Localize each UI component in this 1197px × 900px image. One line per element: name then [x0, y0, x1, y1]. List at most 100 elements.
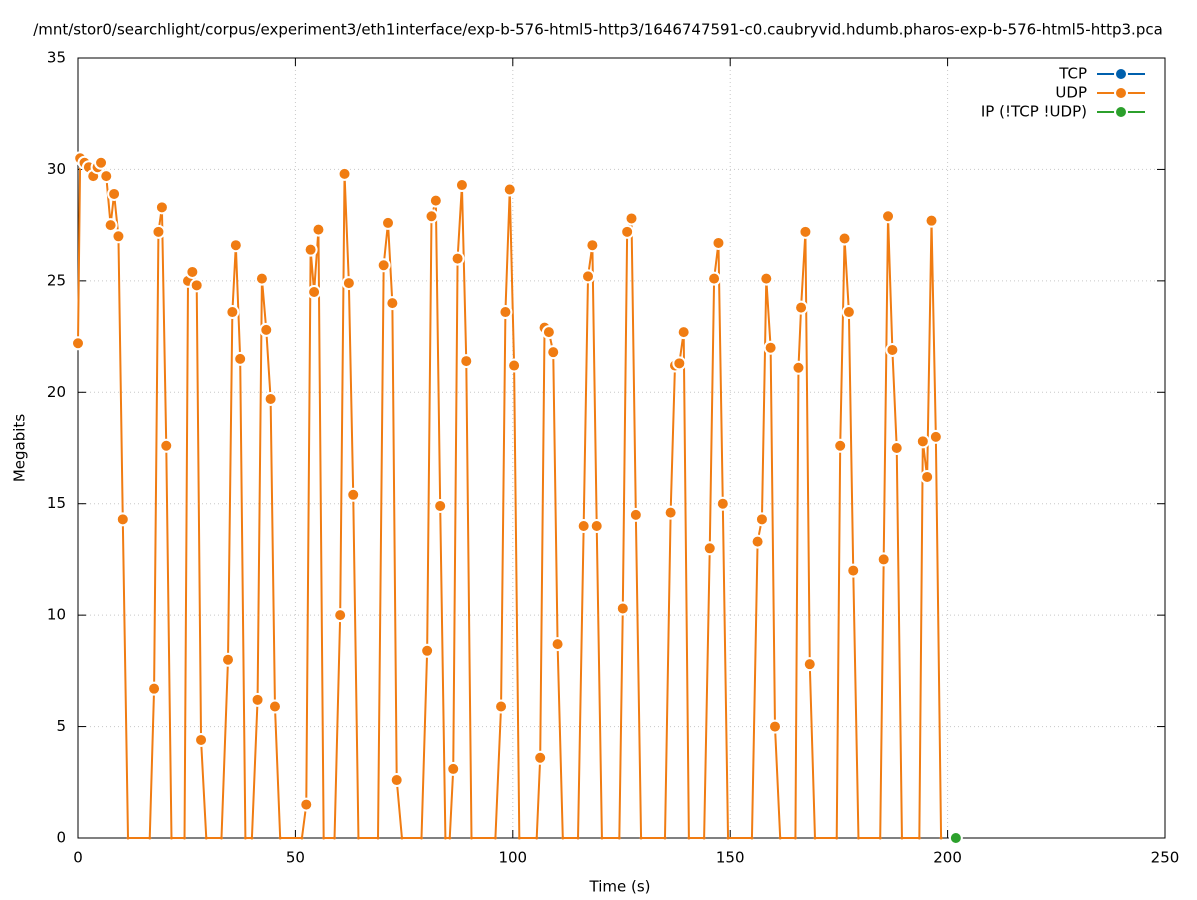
- y-axis-label: Megabits: [11, 414, 29, 482]
- data-point: [448, 836, 452, 840]
- data-point: [459, 354, 474, 369]
- data-point: [381, 215, 396, 230]
- data-point: [754, 512, 769, 527]
- data-point: [307, 285, 322, 299]
- data-point: [878, 836, 882, 840]
- data-point: [254, 271, 269, 286]
- data-point: [615, 601, 630, 616]
- data-point: [507, 358, 522, 373]
- data-point: [663, 505, 678, 520]
- data-point: [219, 836, 223, 840]
- data-point: [194, 732, 209, 747]
- data-point: [71, 336, 85, 351]
- x-tick-label: 150: [716, 849, 745, 867]
- data-point: [502, 182, 517, 197]
- data-point: [450, 251, 465, 266]
- data-point: [243, 836, 247, 840]
- data-point: [535, 836, 539, 840]
- data-point: [204, 836, 208, 840]
- data-point: [793, 836, 797, 840]
- data-point: [589, 519, 604, 533]
- y-tick-label: 30: [47, 160, 66, 178]
- data-point: [389, 773, 404, 788]
- data-point: [333, 608, 348, 623]
- data-point: [443, 836, 447, 840]
- data-point: [189, 278, 204, 293]
- data-point: [585, 238, 600, 253]
- data-point: [446, 761, 461, 776]
- y-tick-label: 5: [56, 717, 66, 735]
- data-point: [711, 235, 726, 250]
- series-line: [77, 155, 943, 839]
- data-point: [924, 213, 939, 228]
- data-point: [385, 296, 400, 311]
- x-tick-label: 200: [933, 849, 962, 867]
- data-point: [185, 264, 200, 279]
- data-point: [876, 552, 891, 567]
- y-tick-label: 15: [47, 494, 66, 512]
- chart-title: /mnt/stor0/searchlight/corpus/experiment…: [33, 21, 1163, 39]
- legend-label: UDP: [1055, 84, 1087, 102]
- data-point: [798, 224, 813, 239]
- data-point: [159, 438, 174, 453]
- data-point: [915, 434, 930, 449]
- data-point: [103, 218, 118, 233]
- data-point: [183, 836, 187, 840]
- data-point: [303, 242, 318, 257]
- data-point: [837, 231, 852, 246]
- data-point: [889, 441, 904, 455]
- data-point: [233, 351, 248, 366]
- data-point: [813, 836, 817, 840]
- data-point: [493, 836, 497, 840]
- data-point: [928, 429, 943, 444]
- data-point: [154, 200, 169, 215]
- data-point: [300, 836, 304, 840]
- data-point: [702, 541, 717, 556]
- data-point: [856, 836, 860, 840]
- data-point: [494, 699, 509, 714]
- data-point: [617, 836, 621, 840]
- data-point: [576, 519, 591, 533]
- data-point: [939, 836, 943, 840]
- data-point: [259, 322, 274, 337]
- data-point: [841, 305, 856, 320]
- data-point: [99, 169, 114, 184]
- data-point: [900, 836, 904, 840]
- data-point: [115, 512, 130, 527]
- data-point: [337, 166, 352, 181]
- data-point: [428, 193, 443, 208]
- data-point: [533, 750, 548, 765]
- y-tick-label: 20: [47, 383, 66, 401]
- data-point: [763, 340, 778, 355]
- data-point: [376, 836, 380, 840]
- data-point: [672, 356, 687, 371]
- data-point: [624, 211, 639, 226]
- data-point: [376, 258, 391, 273]
- data-point: [846, 563, 861, 578]
- data-point: [833, 438, 848, 453]
- data-point: [299, 797, 314, 812]
- data-point: [546, 345, 561, 360]
- data-point: [663, 836, 667, 840]
- legend-label: IP (!TCP !UDP): [981, 103, 1087, 121]
- data-point: [767, 719, 782, 734]
- data-point: [263, 391, 278, 406]
- x-tick-label: 0: [73, 849, 83, 867]
- data-point: [424, 209, 439, 224]
- data-point: [750, 534, 765, 549]
- data-point: [881, 209, 896, 224]
- data-point: [835, 836, 839, 840]
- y-tick-label: 0: [56, 829, 66, 847]
- legend-swatch: [1114, 105, 1128, 119]
- data-point: [541, 325, 556, 340]
- x-tick-label: 50: [286, 849, 305, 867]
- data-point: [469, 836, 473, 840]
- data-point: [228, 238, 243, 253]
- x-tick-label: 250: [1151, 849, 1180, 867]
- data-point: [581, 269, 596, 284]
- data-point: [917, 836, 921, 840]
- data-point: [111, 229, 126, 244]
- data-point: [420, 643, 435, 658]
- data-point: [221, 652, 236, 667]
